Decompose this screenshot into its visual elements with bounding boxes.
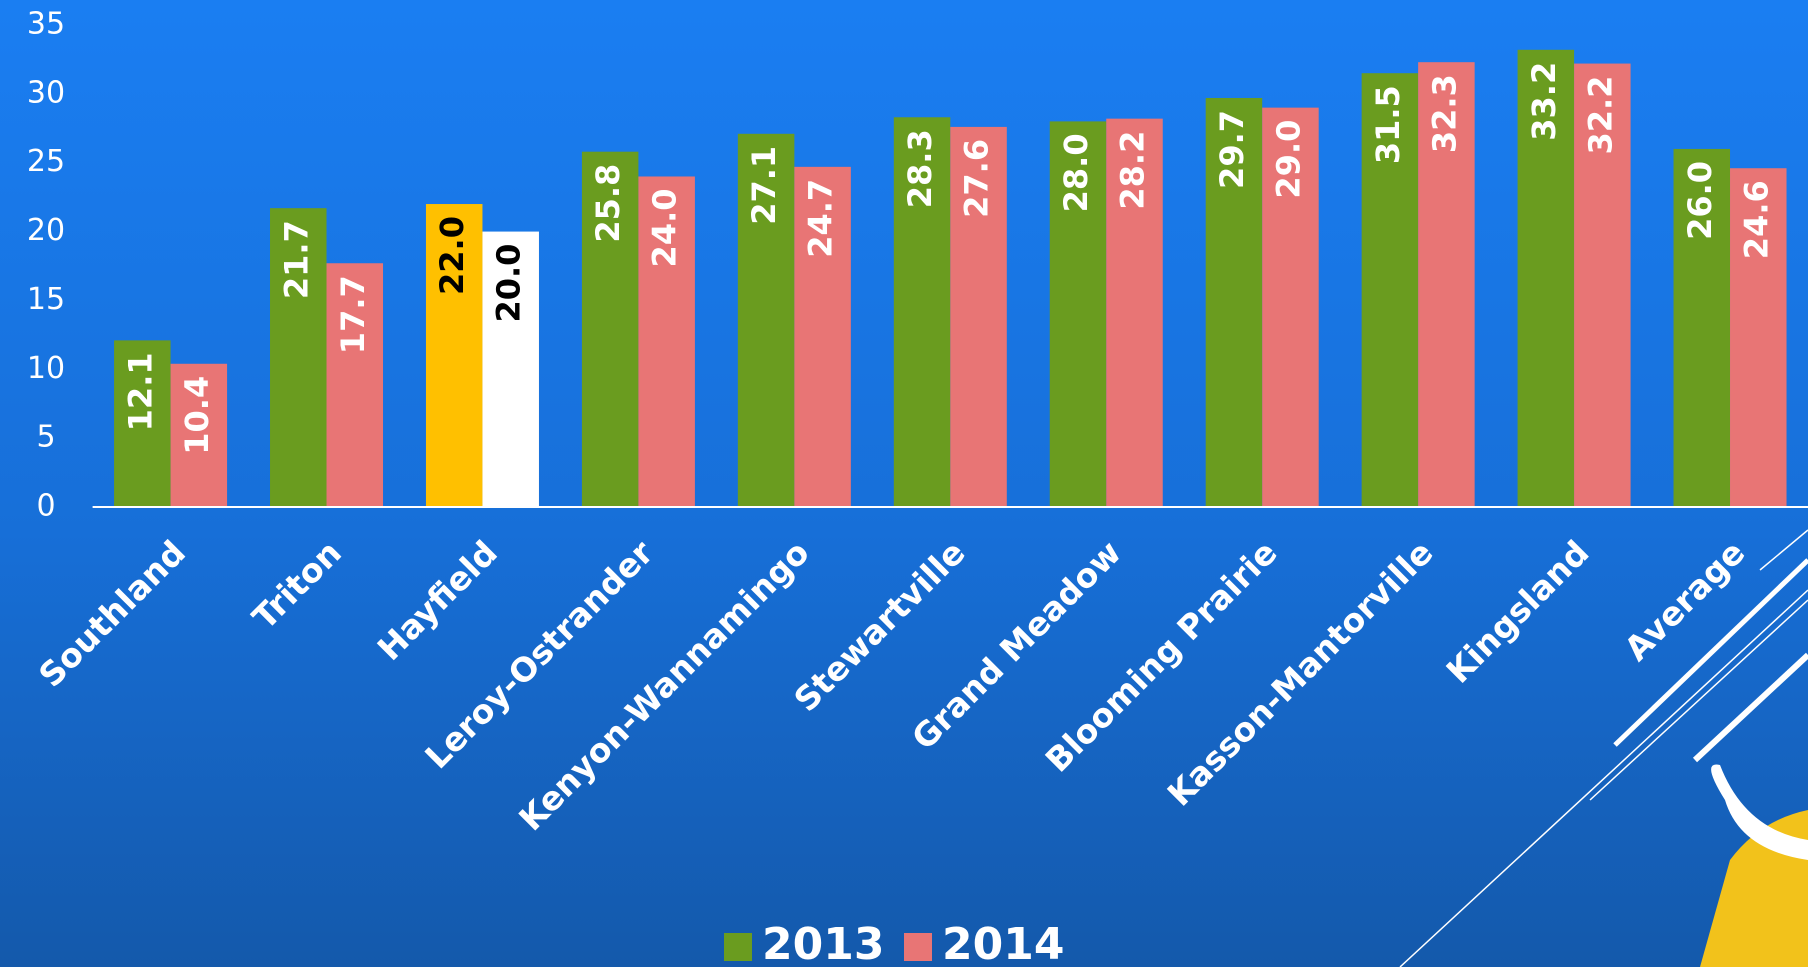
value-label: 17.7 xyxy=(334,275,372,354)
value-label: 20.0 xyxy=(490,244,528,323)
value-label: 12.1 xyxy=(121,352,159,431)
bar xyxy=(114,340,171,507)
legend-label: 2013 xyxy=(762,919,884,967)
bar xyxy=(1574,63,1631,508)
bar xyxy=(1517,49,1575,507)
value-label: 24.6 xyxy=(1737,180,1775,259)
bar xyxy=(170,363,228,507)
bar xyxy=(581,151,639,507)
y-tick-label: 5 xyxy=(36,420,55,455)
bar xyxy=(1262,107,1319,507)
value-label: 28.0 xyxy=(1057,133,1095,212)
bar xyxy=(893,117,951,508)
bar xyxy=(1361,73,1419,507)
bar xyxy=(638,176,695,507)
value-label: 21.7 xyxy=(277,220,315,299)
value-label: 25.8 xyxy=(589,164,627,243)
bar xyxy=(270,208,327,507)
legend-label: 2014 xyxy=(942,919,1064,967)
value-label: 24.0 xyxy=(646,188,684,267)
value-label: 28.3 xyxy=(901,129,939,208)
decoration xyxy=(1399,529,1808,967)
value-label: 27.6 xyxy=(958,139,996,218)
value-label: 10.4 xyxy=(178,376,216,455)
value-label: 27.1 xyxy=(745,146,783,225)
bar xyxy=(794,166,851,508)
bar xyxy=(1673,148,1731,507)
value-label: 31.5 xyxy=(1369,85,1407,164)
bar xyxy=(326,263,384,507)
value-label: 24.7 xyxy=(802,179,840,258)
y-tick-label: 30 xyxy=(27,75,65,110)
y-tick-label: 0 xyxy=(36,489,55,524)
value-label: 29.7 xyxy=(1213,110,1251,189)
value-label: 26.0 xyxy=(1681,161,1719,240)
logo xyxy=(1700,764,1808,967)
bar xyxy=(482,231,539,508)
bar xyxy=(1418,62,1475,507)
legend-swatch xyxy=(724,933,752,961)
legend-swatch xyxy=(904,933,932,961)
y-tick-label: 25 xyxy=(27,144,65,179)
bar xyxy=(950,126,1007,507)
bar xyxy=(1730,168,1787,508)
y-tick-label: 15 xyxy=(27,282,65,317)
value-label: 33.2 xyxy=(1525,62,1563,141)
value-label: 32.2 xyxy=(1581,76,1619,155)
y-tick-label: 35 xyxy=(27,7,65,42)
bar xyxy=(1106,118,1163,507)
value-label: 32.3 xyxy=(1425,74,1463,153)
y-tick-label: 10 xyxy=(27,351,65,386)
bar xyxy=(425,204,483,507)
value-label: 28.2 xyxy=(1113,131,1151,210)
y-tick-label: 20 xyxy=(27,213,65,248)
bar xyxy=(1205,97,1263,507)
value-label: 29.0 xyxy=(1269,120,1307,199)
bar xyxy=(1049,121,1107,508)
value-label: 22.0 xyxy=(433,216,471,295)
bar xyxy=(737,133,795,507)
